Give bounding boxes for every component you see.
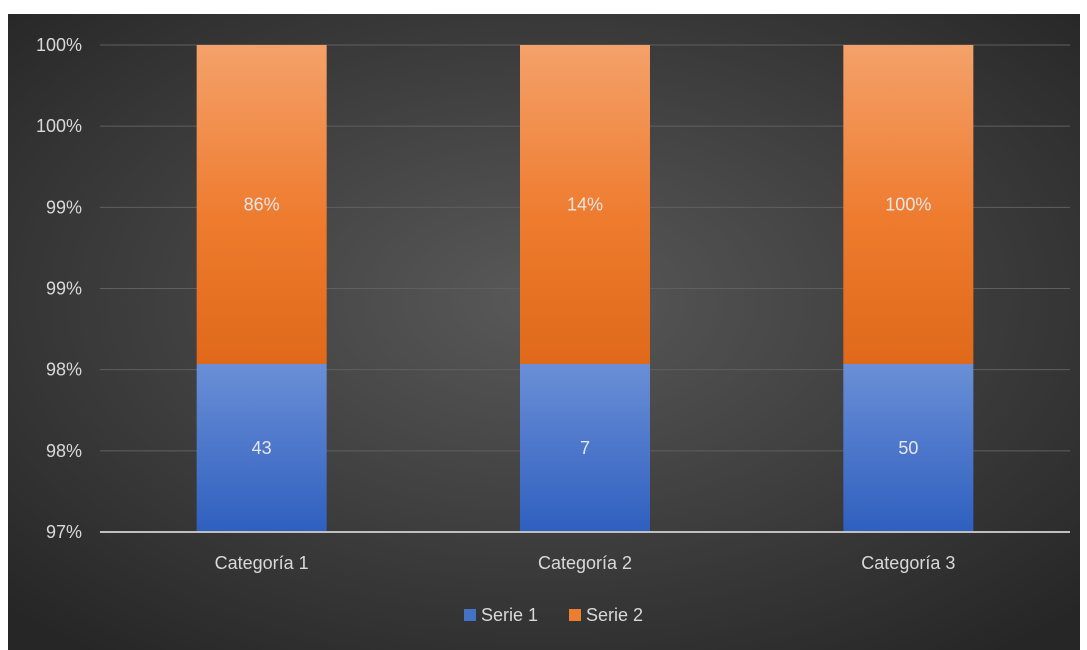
data-label-serie-2: 100%	[885, 194, 931, 214]
bar-serie-2	[843, 45, 974, 364]
y-tick-label: 100%	[36, 116, 82, 136]
legend: Serie 1 Serie 2	[464, 605, 643, 625]
bar-serie-2	[520, 45, 650, 364]
bar-serie-1	[843, 363, 974, 532]
x-category-label: Categoría 2	[538, 553, 632, 573]
bar-serie-2	[196, 45, 327, 364]
data-label-serie-2: 86%	[244, 194, 280, 214]
y-tick-label: 100%	[36, 35, 82, 55]
y-tick-label: 99%	[46, 279, 82, 299]
y-tick-label: 98%	[46, 360, 82, 380]
legend-label: Serie 1	[481, 605, 538, 625]
legend-label: Serie 2	[586, 605, 643, 625]
legend-swatch	[464, 609, 476, 621]
y-axis-tick-labels: 97% 98% 98% 99% 99% 100% 100%	[36, 35, 82, 542]
x-category-label: Categoría 1	[215, 553, 309, 573]
y-tick-label: 98%	[46, 441, 82, 461]
data-label-serie-1: 43	[252, 438, 272, 458]
bar-serie-1	[520, 363, 650, 532]
legend-swatch	[569, 609, 581, 621]
bars	[196, 45, 974, 532]
data-label-serie-2: 14%	[567, 194, 603, 214]
y-tick-label: 99%	[46, 197, 82, 217]
bar-serie-1	[196, 363, 327, 532]
x-axis-category-labels: Categoría 1 Categoría 2 Categoría 3	[215, 553, 956, 573]
data-label-serie-1: 50	[898, 438, 918, 458]
x-category-label: Categoría 3	[861, 553, 955, 573]
y-tick-label: 97%	[46, 522, 82, 542]
data-labels: 43 86% 7 14% 50 100%	[244, 194, 932, 458]
data-label-serie-1: 7	[580, 438, 590, 458]
